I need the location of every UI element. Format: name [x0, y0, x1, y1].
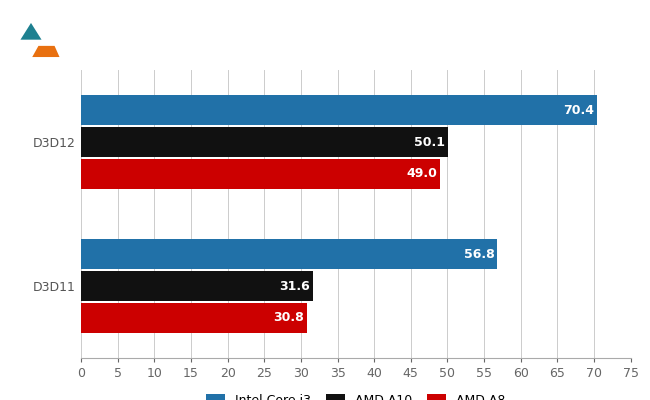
Bar	[81, 96, 597, 125]
Text: 70.4: 70.4	[563, 104, 594, 117]
Text: Frames Per Second - HIgher Is Better: Frames Per Second - HIgher Is Better	[68, 44, 286, 57]
Polygon shape	[32, 46, 60, 57]
Text: 31.6: 31.6	[279, 280, 310, 292]
Text: Star Swarm CPU Scaling - Low Quality - GeForce GTX 770: Star Swarm CPU Scaling - Low Quality - G…	[68, 14, 603, 32]
Bar	[81, 271, 313, 301]
Bar	[81, 159, 440, 188]
Bar	[81, 303, 307, 332]
Legend: Intel Core i3, AMD A10, AMD A8: Intel Core i3, AMD A10, AMD A8	[202, 389, 510, 400]
Bar	[81, 240, 497, 269]
Polygon shape	[20, 23, 42, 40]
Text: 49.0: 49.0	[406, 167, 437, 180]
Bar	[81, 127, 448, 157]
Text: 30.8: 30.8	[273, 311, 304, 324]
Text: 56.8: 56.8	[463, 248, 494, 261]
Text: 50.1: 50.1	[414, 136, 445, 148]
Polygon shape	[7, 6, 55, 57]
